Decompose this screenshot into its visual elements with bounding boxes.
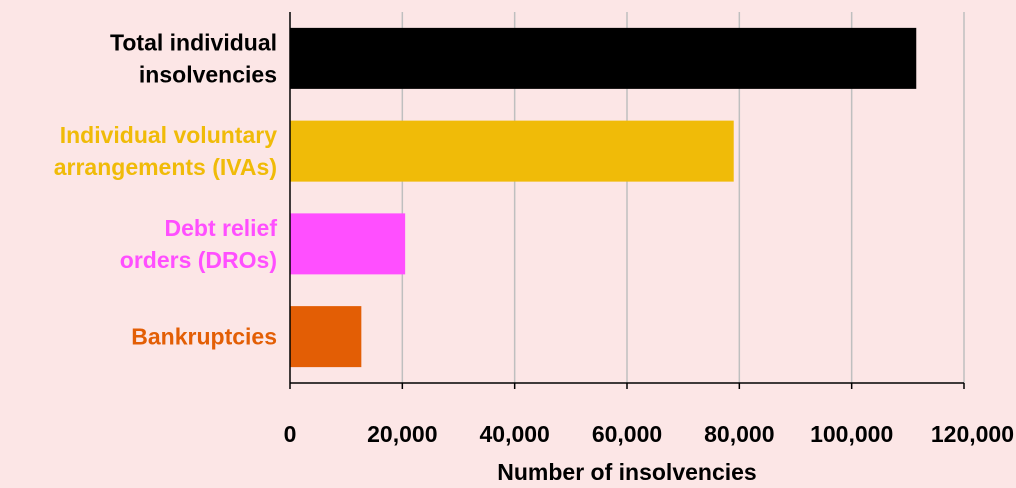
x-tick-label: 0 bbox=[284, 421, 297, 447]
x-tick-label: 80,000 bbox=[704, 421, 774, 447]
category-label-line: insolvencies bbox=[139, 61, 277, 87]
x-tick-label: 40,000 bbox=[479, 421, 549, 447]
category-label-line: Bankruptcies bbox=[131, 324, 277, 350]
category-label-line: Debt relief bbox=[165, 215, 278, 241]
bars bbox=[290, 27, 917, 368]
bar bbox=[290, 213, 406, 275]
category-label-line: Individual voluntary bbox=[60, 122, 277, 148]
x-tick-labels: 0 20,000 40,000 60,000 80,000 100,000 120,000 bbox=[284, 421, 1014, 447]
bar bbox=[290, 120, 734, 182]
category-label: Debt relief orders (DROs) bbox=[120, 215, 278, 273]
category-label: Individual voluntary arrangements (IVAs) bbox=[54, 122, 277, 180]
bar bbox=[290, 306, 362, 368]
category-label-line: orders (DROs) bbox=[120, 247, 277, 273]
axes bbox=[289, 12, 965, 389]
x-tick-label: 100,000 bbox=[810, 421, 893, 447]
category-labels: Total individual insolvencies Individual v… bbox=[54, 29, 278, 349]
x-tick-label: 20,000 bbox=[367, 421, 437, 447]
x-tick-label: 60,000 bbox=[592, 421, 662, 447]
x-tick-label: 120,000 bbox=[931, 421, 1014, 447]
bar bbox=[290, 27, 917, 89]
category-label-line: Total individual bbox=[110, 29, 277, 55]
category-label: Bankruptcies bbox=[131, 324, 277, 350]
category-label: Total individual insolvencies bbox=[110, 29, 277, 87]
category-label-line: arrangements (IVAs) bbox=[54, 154, 277, 180]
x-axis-title: Number of insolvencies bbox=[497, 459, 756, 485]
